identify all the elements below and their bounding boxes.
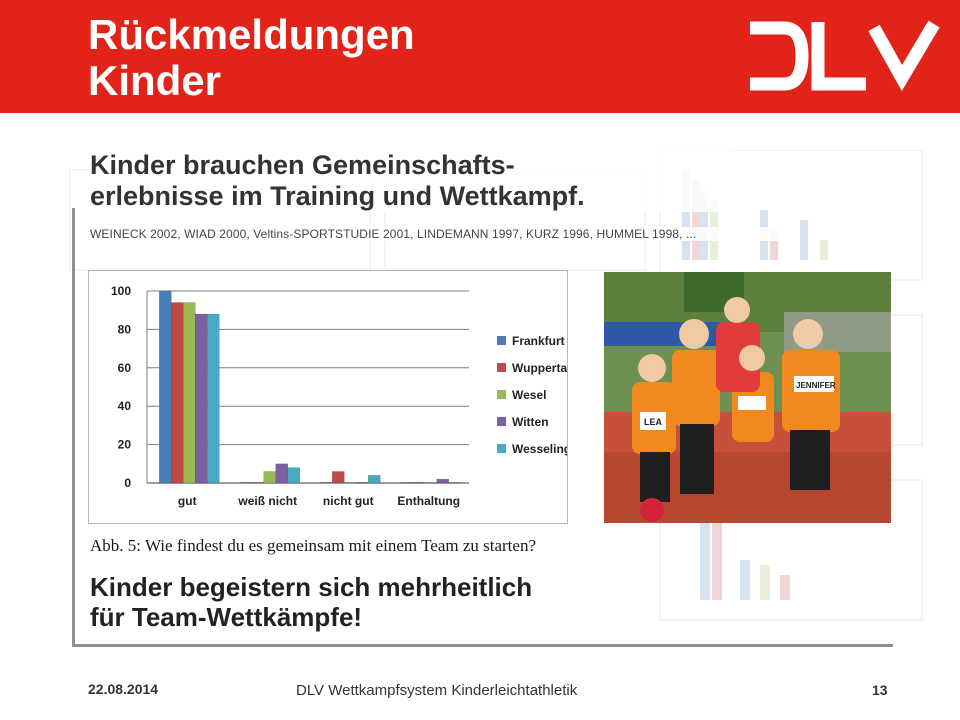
y-tick-label: 20 [118,438,132,452]
y-tick-label: 40 [118,399,132,413]
bar [412,482,425,484]
photo-bib-jennifer: JENNIFER [796,381,836,390]
legend-swatch [497,417,506,426]
legend-label: Frankfurt [512,334,565,348]
slide-title: Rückmeldungen Kinder [88,11,415,104]
bar [424,482,437,484]
bar-chart: 0 20 40 60 80 100 gut weiß nicht nicht gut Enthal… [88,270,568,524]
y-tick-label: 0 [124,476,131,490]
legend-swatch [497,444,506,453]
bar [251,482,264,484]
bar [183,302,196,484]
legend-swatch [497,390,506,399]
photo-bib-lea: LEA [644,417,663,427]
y-tick-label: 60 [118,361,132,375]
conclusion-text: Kinder begeistern sich mehrheitlich für … [90,572,533,632]
footer-text: DLV Wettkampfsystem Kinderleichtathletik [296,682,578,699]
bar [448,482,461,484]
references-line: WEINECK 2002, WIAD 2000, Veltins-SPORTST… [90,227,780,241]
bar-chart-svg: 0 20 40 60 80 100 gut weiß nicht nicht gut Enthal… [111,284,567,508]
bar [275,463,288,484]
bar [159,290,172,484]
chart-caption: Abb. 5: Wie findest du es gemeinsam mit … [90,536,536,555]
content-frame [72,208,893,647]
legend-swatch [497,363,506,372]
legend-swatch [497,336,506,345]
legend-label: Witten [512,415,549,429]
children-relay-photo: LEA JENNIFER [604,272,891,523]
bar [287,467,300,484]
bar [344,482,357,484]
bar [195,313,208,484]
bar [368,475,381,484]
bar [171,302,184,484]
footer-date: 22.08.2014 [88,681,159,697]
bar [332,471,345,484]
bar [207,313,220,484]
x-tick-label: nicht gut [323,494,374,508]
bar [320,482,333,484]
bar [400,482,413,484]
slide-subtitle: Kinder brauchen Gemeinschafts- erlebniss… [90,150,730,212]
bar [263,471,276,484]
bar [436,478,449,484]
x-tick-label: Enthaltung [397,494,460,508]
bar [356,482,369,484]
y-tick-label: 80 [118,322,132,336]
bar [239,482,252,484]
dlv-logo [750,20,940,92]
footer-page-number: 13 [872,682,888,698]
legend-label: Wesel [512,388,546,402]
legend-label: Wesseling [512,442,567,456]
y-tick-label: 100 [111,284,131,298]
x-tick-label: gut [178,494,197,508]
x-tick-label: weiß nicht [237,494,297,508]
legend-label: Wuppertal [512,361,567,375]
